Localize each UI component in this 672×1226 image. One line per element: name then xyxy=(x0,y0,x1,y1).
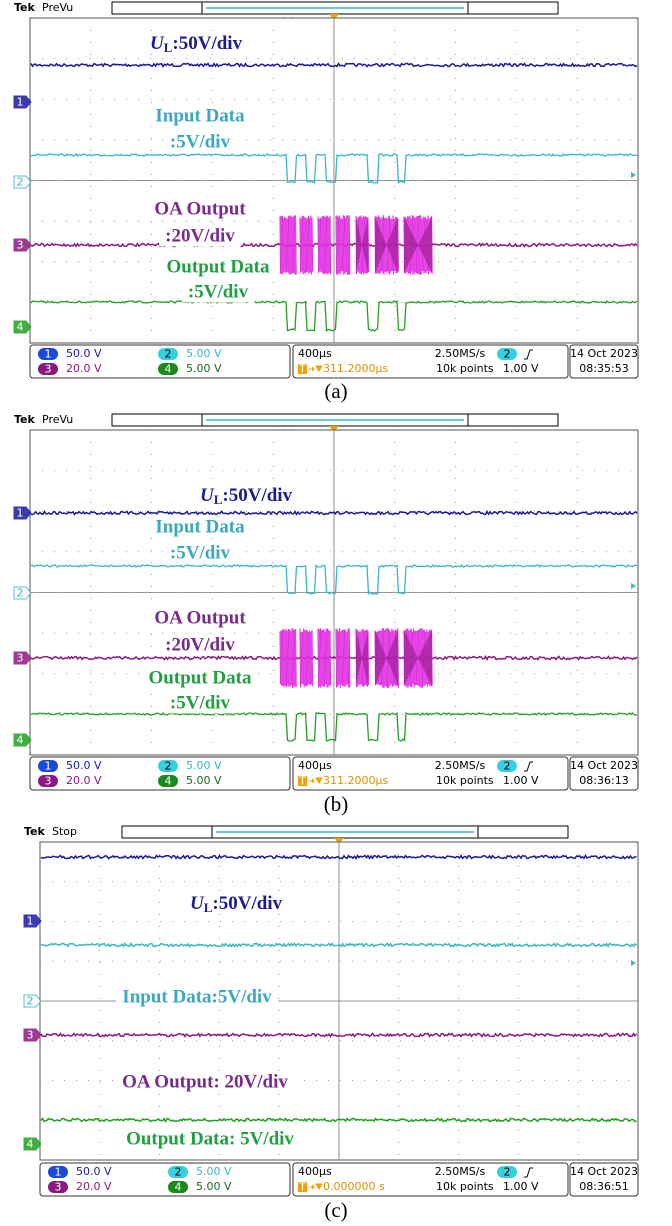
oa-label: OA Output: 20V/div xyxy=(122,1071,288,1092)
sample-rate: 2.50MS/s xyxy=(435,759,486,772)
ch-num: 1 xyxy=(45,348,52,361)
trig-pos-icon-t: T xyxy=(298,363,306,376)
status: PreVu xyxy=(42,413,73,426)
ground-label: 4 xyxy=(27,1138,34,1151)
oa-label: :20V/div xyxy=(165,634,235,655)
date: 14 Oct 2023 xyxy=(570,347,638,360)
caption: (c) xyxy=(324,1198,347,1222)
ground-label: 3 xyxy=(27,1029,34,1042)
output-label: :5V/div xyxy=(170,692,231,713)
trig-pos-icon-t: T xyxy=(298,1181,306,1194)
caption: (b) xyxy=(324,792,349,816)
trigger-position: 0.000000 s xyxy=(323,1180,385,1193)
ch-num: 3 xyxy=(55,1181,62,1194)
ch-scale: 20.0 V xyxy=(76,1180,112,1193)
ul-subscript: L xyxy=(164,40,173,55)
ch-num: 3 xyxy=(45,363,52,376)
ch-scale: 5.00 V xyxy=(186,362,222,375)
brand: Tek xyxy=(14,1,36,14)
ch-scale: 5.00 V xyxy=(196,1165,232,1178)
caption: (a) xyxy=(324,379,347,403)
ch-num: 3 xyxy=(45,775,52,788)
date: 14 Oct 2023 xyxy=(570,1165,638,1178)
ch-num: 1 xyxy=(45,760,52,773)
ch-scale: 50.0 V xyxy=(76,1165,112,1178)
ul-scale: :50V/div xyxy=(212,893,282,914)
ch-scale: 5.00 V xyxy=(186,759,222,772)
output-label: Output Data: 5V/div xyxy=(126,1128,294,1149)
input-label: :5V/div xyxy=(170,131,231,152)
ch-scale: 5.00 V xyxy=(186,774,222,787)
ground-label: 1 xyxy=(17,507,24,520)
ch-num: 4 xyxy=(175,1181,182,1194)
ul-scale: :50V/div xyxy=(172,33,242,54)
date: 14 Oct 2023 xyxy=(570,759,638,772)
trigger-position: 311.2000μs xyxy=(323,362,388,375)
ch-num: 4 xyxy=(165,775,172,788)
ground-label: 2 xyxy=(17,176,24,189)
ch-scale: 50.0 V xyxy=(66,347,102,360)
output-label: :5V/div xyxy=(188,281,249,302)
ground-label: 4 xyxy=(17,734,24,747)
ul-subscript: L xyxy=(214,492,223,507)
input-label: Input Data xyxy=(155,105,245,126)
trigger-source: 2 xyxy=(504,1166,511,1179)
ch-num: 1 xyxy=(55,1166,62,1179)
time: 08:36:51 xyxy=(579,1180,628,1193)
input-label: Input Data:5V/div xyxy=(122,986,272,1007)
input-label: Input Data xyxy=(155,516,245,537)
output-label: Output Data xyxy=(149,667,252,688)
ground-label: 4 xyxy=(17,321,24,334)
ch-num: 4 xyxy=(165,363,172,376)
ch-scale: 20.0 V xyxy=(66,774,102,787)
timebase: 400μs xyxy=(298,759,332,772)
ch-scale: 5.00 V xyxy=(186,347,222,360)
ch-scale: 5.00 V xyxy=(196,1180,232,1193)
trig-pos-icon-t: T xyxy=(298,775,306,788)
trigger-level: 1.00 V xyxy=(503,774,539,787)
record-length: 10k points xyxy=(436,1180,494,1193)
ch-num: 2 xyxy=(165,348,172,361)
trigger-source: 2 xyxy=(504,760,511,773)
timebase: 400μs xyxy=(298,347,332,360)
time: 08:36:13 xyxy=(579,774,628,787)
ch-num: 2 xyxy=(175,1166,182,1179)
input-label: :5V/div xyxy=(170,542,231,563)
ch-num: 2 xyxy=(165,760,172,773)
ul-subscript: L xyxy=(204,900,213,915)
ground-label: 1 xyxy=(27,915,34,928)
oa-label: OA Output xyxy=(154,198,246,219)
output-label: Output Data xyxy=(167,256,270,277)
status: PreVu xyxy=(42,1,73,14)
status: Stop xyxy=(52,825,77,838)
ground-label: 3 xyxy=(17,652,24,665)
brand: Tek xyxy=(14,413,36,426)
record-length: 10k points xyxy=(436,774,494,787)
sample-rate: 2.50MS/s xyxy=(435,1165,486,1178)
trigger-level: 1.00 V xyxy=(503,1180,539,1193)
sample-rate: 2.50MS/s xyxy=(435,347,486,360)
figure: TekPreVuT1234UL:50V/divInput Data:5V/div… xyxy=(0,0,672,1226)
ground-label: 3 xyxy=(17,239,24,252)
ul-scale: :50V/div xyxy=(222,485,292,506)
ground-label: 2 xyxy=(27,995,34,1008)
oa-label: :20V/div xyxy=(165,225,235,246)
time: 08:35:53 xyxy=(579,362,628,375)
ground-label: 2 xyxy=(17,587,24,600)
timebase: 400μs xyxy=(298,1165,332,1178)
trigger-source: 2 xyxy=(504,348,511,361)
brand: Tek xyxy=(24,825,46,838)
ch-scale: 50.0 V xyxy=(66,759,102,772)
ground-label: 1 xyxy=(17,96,24,109)
trigger-level: 1.00 V xyxy=(503,362,539,375)
record-length: 10k points xyxy=(436,362,494,375)
trigger-position: 311.2000μs xyxy=(323,774,388,787)
oa-label: OA Output xyxy=(154,607,246,628)
ch-scale: 20.0 V xyxy=(66,362,102,375)
